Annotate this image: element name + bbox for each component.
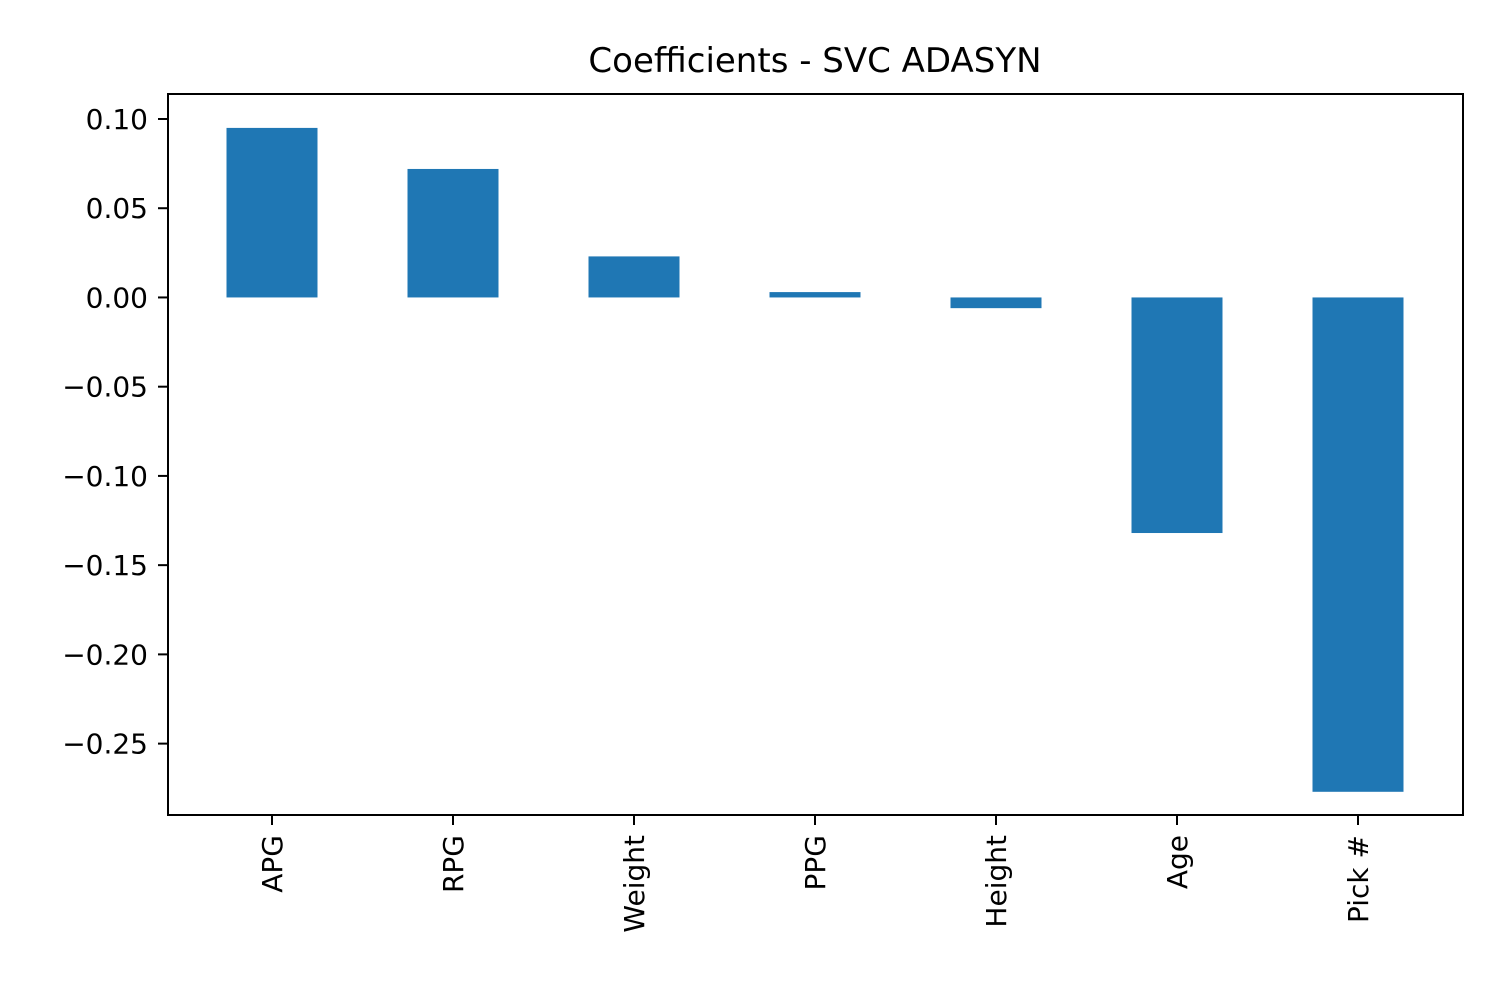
y-tick-label: 0.05 — [86, 192, 148, 225]
bar-age — [1131, 297, 1223, 534]
x-tick-label: Age — [1161, 835, 1194, 889]
y-tick-label: −0.05 — [62, 371, 148, 404]
y-tick-label: −0.25 — [62, 728, 148, 761]
bar-apg — [226, 127, 318, 298]
x-tick-label: Height — [980, 835, 1013, 928]
x-tick-label: APG — [256, 835, 289, 893]
y-tick-label: 0.00 — [86, 281, 148, 314]
y-axis: 0.10 0.05 0.00 −0.05 −0.10 −0.15 −0.20 −0.25 — [62, 103, 168, 761]
bar-height — [950, 297, 1042, 309]
x-tick-label: RPG — [437, 835, 470, 893]
y-tick-label: 0.10 — [86, 103, 148, 136]
x-tick-label: PPG — [799, 835, 832, 890]
x-axis: APG RPG Weight PPG Height Age Pick # — [256, 815, 1375, 933]
bar-ppg — [769, 292, 861, 298]
bar-pick — [1312, 297, 1404, 792]
chart-title: Coefficients - SVC ADASYN — [588, 41, 1041, 81]
bars-layer — [226, 127, 1404, 792]
y-tick-label: −0.10 — [62, 460, 148, 493]
bar-rpg — [407, 168, 499, 298]
x-tick-label: Weight — [618, 835, 651, 933]
bar-weight — [588, 256, 680, 298]
x-tick-label: Pick # — [1342, 835, 1375, 923]
y-tick-label: −0.20 — [62, 638, 148, 671]
y-tick-label: −0.15 — [62, 549, 148, 582]
plot-frame — [167, 93, 1464, 816]
